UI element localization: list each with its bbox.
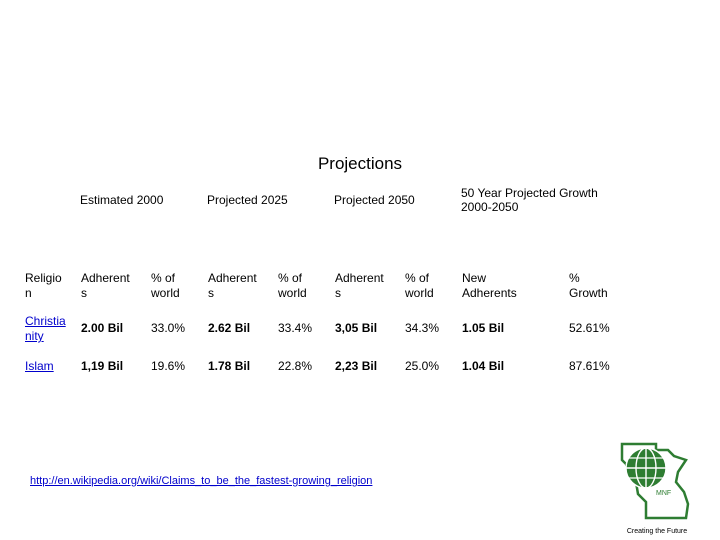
religion-link-christianity[interactable]: Christia nity: [25, 314, 66, 343]
col-header-adherents-2050: Adherent s: [335, 271, 384, 300]
col-header-growth: % Growth: [569, 271, 608, 300]
page-title: Projections: [317, 154, 403, 173]
group-header-projected-2050: Projected 2050: [334, 193, 415, 207]
cell-pct-2000: 19.6%: [151, 359, 186, 373]
cell-new-adherents: 1.05 Bil: [462, 321, 505, 335]
table-row: Islam: [25, 359, 54, 374]
table-row: Christia nity: [25, 314, 66, 344]
logo-badge: MNF: [656, 490, 671, 497]
col-header-religion: Religio n: [25, 271, 62, 300]
cell-adherents-2000: 2.00 Bil: [81, 321, 124, 335]
cell-pct-2050: 34.3%: [405, 321, 440, 335]
col-header-adherents-2000: Adherent s: [81, 271, 130, 300]
minnesota-globe-icon: MNF: [620, 442, 690, 520]
cell-pct-2025: 33.4%: [278, 321, 313, 335]
cell-pct-2050: 25.0%: [405, 359, 440, 373]
col-header-pct-2050: % of world: [405, 271, 434, 300]
group-header-estimated-2000: Estimated 2000: [80, 193, 164, 207]
religion-link-islam[interactable]: Islam: [25, 359, 54, 373]
source-link[interactable]: http://en.wikipedia.org/wiki/Claims_to_b…: [30, 475, 373, 487]
cell-growth: 87.61%: [569, 359, 610, 373]
group-header-projected-2025: Projected 2025: [207, 193, 288, 207]
cell-adherents-2050: 2,23 Bil: [335, 359, 378, 373]
group-header-growth: 50 Year Projected Growth 2000-2050: [461, 186, 598, 214]
cell-adherents-2050: 3,05 Bil: [335, 321, 378, 335]
col-header-new-adherents: New Adherents: [462, 271, 517, 300]
cell-adherents-2025: 2.62 Bil: [208, 321, 251, 335]
col-header-pct-2025: % of world: [278, 271, 307, 300]
growth-header-line2: 2000-2050: [461, 200, 519, 214]
cell-pct-2025: 22.8%: [278, 359, 313, 373]
growth-header-line1: 50 Year Projected Growth: [461, 186, 598, 200]
cell-adherents-2000: 1,19 Bil: [81, 359, 124, 373]
cell-growth: 52.61%: [569, 321, 610, 335]
cell-pct-2000: 33.0%: [151, 321, 186, 335]
mnf-logo: MNF Creating the Future: [616, 442, 712, 535]
logo-tagline: Creating the Future: [626, 528, 688, 535]
cell-new-adherents: 1.04 Bil: [462, 359, 505, 373]
col-header-pct-2000: % of world: [151, 271, 180, 300]
col-header-adherents-2025: Adherent s: [208, 271, 257, 300]
cell-adherents-2025: 1.78 Bil: [208, 359, 251, 373]
